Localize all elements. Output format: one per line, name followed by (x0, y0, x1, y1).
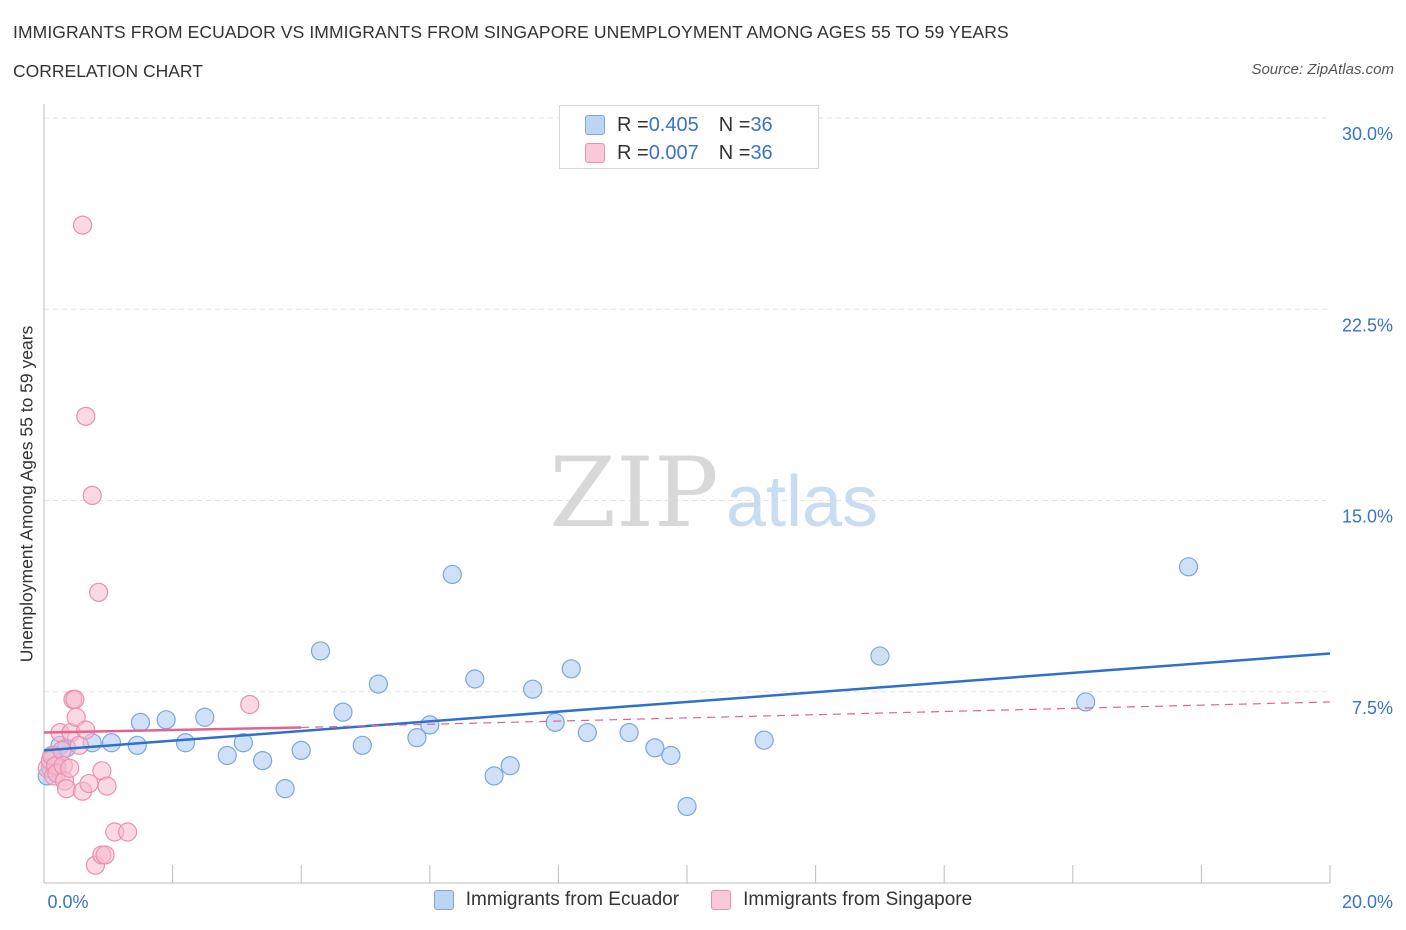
point-ecuador (1076, 692, 1096, 712)
point-ecuador (156, 710, 176, 730)
point-ecuador (310, 641, 331, 661)
trend-line-singapore-extension (301, 701, 1331, 729)
point-singapore (65, 689, 85, 710)
point-singapore (97, 776, 117, 796)
y-tick-label: 30.0% (1342, 124, 1393, 144)
point-ecuador (500, 756, 520, 776)
point-ecuador (1178, 557, 1199, 577)
point-ecuador (101, 733, 122, 753)
legend-swatch-ecuador (585, 115, 605, 135)
legend-n-label: N = (718, 113, 751, 136)
legend-r-value-ecuador: 0.405 (648, 113, 699, 136)
point-ecuador (523, 679, 543, 699)
point-ecuador (253, 750, 273, 771)
trend-line-singapore (43, 726, 302, 734)
point-singapore (89, 582, 109, 602)
legend-n-value-ecuador: 36 (750, 113, 773, 136)
legend-row-ecuador: R = 0.405 N = 36 (585, 113, 773, 137)
point-singapore (76, 720, 96, 740)
legend-swatch-singapore (711, 890, 732, 910)
y-tick-label: 22.5% (1342, 315, 1393, 335)
point-ecuador (217, 745, 237, 766)
point-ecuador (870, 646, 890, 666)
point-ecuador (130, 712, 151, 732)
point-singapore (66, 707, 86, 727)
point-singapore (117, 822, 138, 842)
legend-swatch-ecuador (433, 890, 454, 910)
x-tick-label-min: 0.0% (47, 892, 88, 912)
point-ecuador (420, 715, 440, 735)
points-layer (37, 215, 1199, 875)
point-ecuador (677, 796, 697, 817)
point-singapore (60, 758, 80, 778)
point-ecuador (545, 712, 565, 732)
point-ecuador (127, 735, 147, 755)
point-ecuador (195, 707, 215, 727)
source-credit: Source: ZipAtlas.com (1251, 61, 1394, 78)
point-ecuador (577, 722, 597, 743)
point-ecuador (233, 733, 253, 753)
legend-label-ecuador: Immigrants from Ecuador (465, 889, 680, 910)
point-ecuador (619, 722, 639, 743)
legend-n-label: N = (718, 141, 751, 164)
chart-title: IMMIGRANTS FROM ECUADOR VS IMMIGRANTS FR… (13, 22, 1009, 42)
point-ecuador (442, 564, 462, 585)
series-legend: Immigrants from Ecuador Immigrants from … (0, 889, 1406, 911)
point-ecuador (645, 738, 665, 758)
watermark: ZIP atlas (549, 437, 878, 549)
trend-line-ecuador (43, 652, 1331, 752)
point-ecuador (175, 733, 196, 753)
point-ecuador (368, 674, 388, 694)
legend-label-singapore: Immigrants from Singapore (743, 889, 973, 910)
point-singapore (76, 406, 96, 426)
point-singapore (82, 485, 102, 505)
legend-swatch-singapore (585, 143, 605, 163)
watermark-zip: ZIP (549, 437, 718, 549)
point-ecuador (661, 745, 681, 766)
point-ecuador (352, 735, 372, 755)
point-ecuador (754, 730, 774, 750)
legend-item-ecuador[interactable]: Immigrants from Ecuador (433, 889, 680, 911)
legend-item-singapore[interactable]: Immigrants from Singapore (711, 889, 972, 911)
y-tick-label: 7.5% (1352, 698, 1393, 718)
legend-row-singapore: R = 0.007 N = 36 (585, 141, 773, 165)
trend-layer (43, 652, 1331, 752)
point-singapore (95, 845, 115, 865)
point-singapore (56, 779, 77, 799)
tick-label-layer: 7.5% 15.0% 22.5% 30.0% 0.0% 20.0% (47, 124, 1393, 912)
point-ecuador (465, 669, 485, 689)
correlation-legend: R = 0.405 N = 36 R = 0.007 N = 36 (559, 105, 819, 169)
point-ecuador (407, 728, 427, 748)
grid-layer (44, 117, 1330, 693)
x-tick-label-max: 20.0% (1342, 892, 1393, 912)
point-ecuador (275, 779, 295, 799)
point-singapore (72, 215, 93, 235)
legend-r-label: R = (617, 113, 649, 136)
watermark-atlas: atlas (726, 462, 878, 542)
legend-n-value-singapore: 36 (750, 141, 773, 164)
y-tick-label: 15.0% (1342, 507, 1393, 527)
point-ecuador (333, 702, 353, 722)
legend-r-label: R = (617, 141, 649, 164)
chart-subtitle: CORRELATION CHART (13, 61, 203, 81)
point-ecuador (484, 766, 504, 786)
point-ecuador (291, 740, 311, 761)
legend-r-value-singapore: 0.007 (648, 141, 699, 164)
point-ecuador (561, 659, 581, 679)
point-singapore (240, 694, 260, 715)
